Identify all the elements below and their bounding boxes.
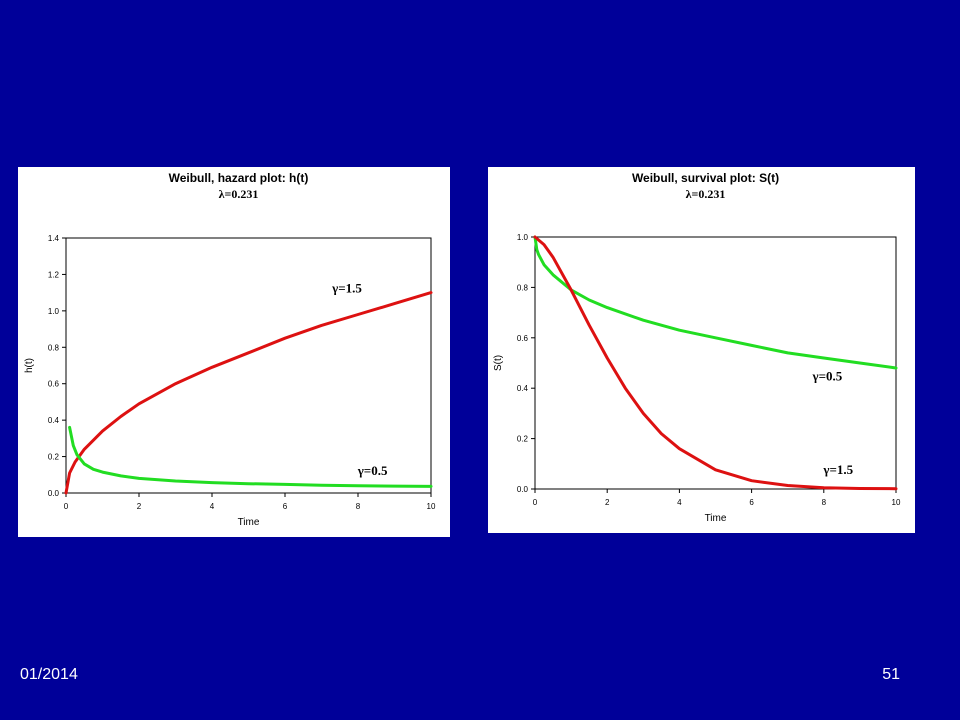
series-annotation: γ=0.5 [812, 369, 843, 384]
survival-chart-panel: Weibull, survival plot: S(t) λ=0.231 0.0 0.… [488, 167, 915, 533]
x-tick-label: 8 [822, 498, 827, 507]
x-tick-label: 10 [427, 502, 436, 511]
x-tick-label: 8 [356, 502, 361, 511]
y-tick-label: 0.4 [517, 384, 529, 393]
plot-frame [65, 237, 432, 494]
y-axis-label: S(t) [493, 355, 504, 371]
series-line-1 [68, 425, 433, 488]
page-number: 51 [882, 666, 900, 683]
y-tick-label: 0.2 [48, 453, 60, 462]
x-tick-label: 6 [283, 502, 288, 511]
y-tick-label: 1.4 [48, 234, 60, 243]
x-axis-label: Time [238, 517, 260, 528]
series-line-1 [533, 235, 898, 491]
x-axis-label: Time [705, 513, 727, 524]
chart-subtitle: λ=0.231 [219, 187, 259, 201]
survival-chart: Weibull, survival plot: S(t) λ=0.231 0.0 0.… [493, 171, 901, 524]
footer-date: 01/2014 [20, 666, 78, 683]
series-annotation: γ=1.5 [822, 462, 853, 477]
y-tick-label: 0.8 [517, 283, 529, 292]
y-tick-label: 0.6 [48, 380, 60, 389]
x-tick-label: 2 [137, 502, 142, 511]
y-tick-label: 1.2 [48, 270, 60, 279]
y-tick-label: 0.2 [517, 435, 529, 444]
x-tick-label: 4 [677, 498, 682, 507]
x-tick-label: 6 [749, 498, 754, 507]
x-tick-label: 2 [605, 498, 610, 507]
x-tick-label: 0 [64, 502, 69, 511]
y-tick-label: 1.0 [517, 233, 529, 242]
hazard-chart-panel: Weibull, hazard plot: h(t) λ=0.231 0.0 0.2 0… [18, 167, 450, 537]
plot-frame [534, 236, 897, 490]
series-annotation: γ=0.5 [357, 463, 388, 478]
y-tick-label: 0.0 [48, 489, 60, 498]
y-tick-label: 0.8 [48, 343, 60, 352]
chart-title: Weibull, hazard plot: h(t) [169, 171, 309, 185]
x-tick-label: 4 [210, 502, 215, 511]
series-line-0 [533, 235, 898, 370]
y-tick-label: 1.0 [48, 307, 60, 316]
x-tick-label: 0 [533, 498, 538, 507]
y-axis-label: h(t) [24, 358, 35, 373]
x-tick-label: 10 [892, 498, 901, 507]
y-tick-label: 0.0 [517, 485, 529, 494]
y-tick-label: 0.6 [517, 334, 529, 343]
y-tick-label: 0.4 [48, 416, 60, 425]
hazard-chart: Weibull, hazard plot: h(t) λ=0.231 0.0 0.2 0… [24, 171, 436, 528]
chart-title: Weibull, survival plot: S(t) [632, 171, 779, 185]
chart-subtitle: λ=0.231 [686, 187, 726, 201]
series-annotation: γ=1.5 [331, 281, 362, 296]
